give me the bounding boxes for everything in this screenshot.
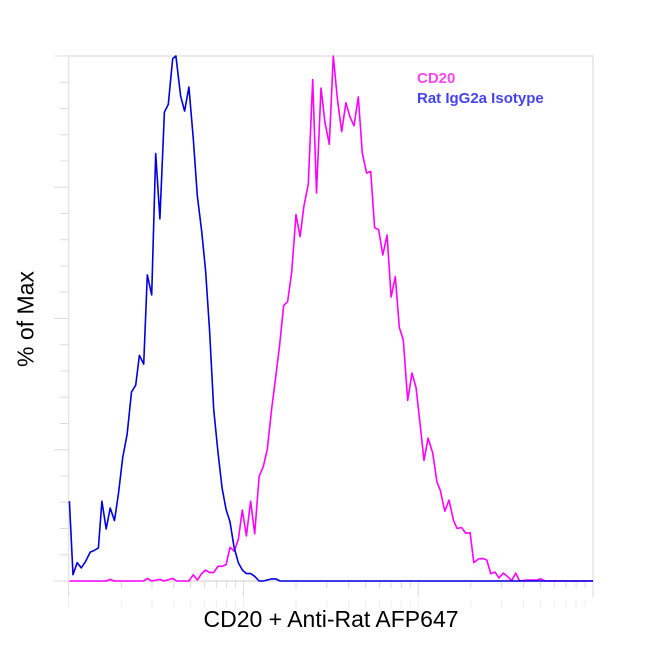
legend-entry-cd20: CD20 — [417, 70, 456, 87]
series-line-cd20 — [69, 55, 593, 582]
series-line-isotype — [68, 55, 593, 582]
plot-frame — [67, 55, 594, 582]
legend: CD20 Rat IgG2a Isotype — [417, 69, 544, 109]
legend-entry-isotype: Rat IgG2a Isotype — [417, 90, 544, 107]
y-axis-label: % of Max — [12, 271, 39, 367]
x-axis-label: CD20 + Anti-Rat AFP647 — [203, 606, 459, 632]
